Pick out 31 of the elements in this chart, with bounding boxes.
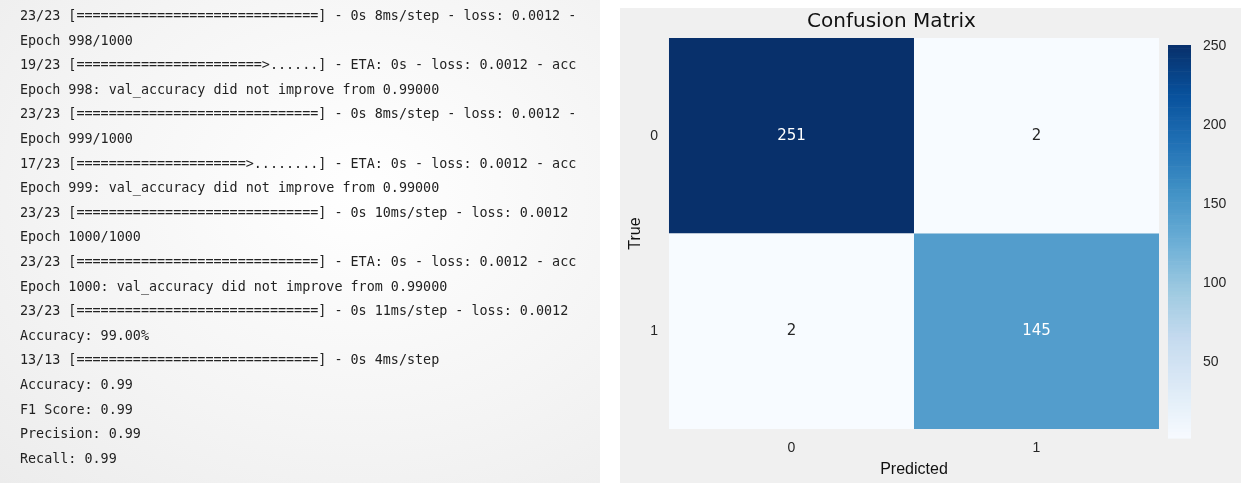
text: Epoch 998: val_accuracy did not improve from 0.99000: [20, 81, 440, 97]
text: 23/23 [==============================] - ETA: 0s - loss: 0.0012 - acc: [20, 254, 577, 269]
text: Recall: 0.99: [20, 450, 117, 466]
text: Accuracy: 0.99: [20, 377, 133, 392]
text: 19/23 [=======================>......] - ETA: 0s - loss: 0.0012 - acc: [20, 57, 577, 73]
y-axis-title: True: [626, 217, 644, 250]
text: Epoch 998/1000: [20, 32, 133, 48]
data-label: 2: [786, 321, 797, 340]
text: F1 Score: 0.99: [20, 401, 133, 417]
text: Epoch 999: val_accuracy did not improve from 0.99000: [20, 180, 440, 196]
chart-title: Confusion Matrix: [807, 8, 977, 33]
text: Epoch 999/1000: [20, 131, 133, 146]
text: 23/23 [==============================] - 0s 8ms/step - loss: 0.0012 -: [20, 8, 577, 23]
text: Accuracy: 99.00%: [20, 327, 149, 343]
text: 23/23 [==============================] - 0s 11ms/step - loss: 0.0012: [20, 303, 569, 319]
text: Epoch 1000: val_accuracy did not improve from 0.99000: [20, 278, 448, 294]
color-bar-label: 100: [1203, 274, 1227, 291]
text: Epoch 1000/1000: [20, 229, 141, 245]
color-bar-label: 250: [1203, 37, 1227, 54]
x-axis-title: Predicted: [880, 459, 948, 477]
text: 17/23 [=====================>........] - ETA: 0s - loss: 0.0012 - acc: [20, 155, 577, 171]
color-bar-label: 200: [1203, 116, 1227, 133]
text: Precision: 0.99: [20, 426, 141, 442]
text: 23/23 [==============================] - 0s 10ms/step - loss: 0.0012: [20, 204, 569, 220]
text: 23/23 [==============================] - 0s 8ms/step - loss: 0.0012 -: [20, 106, 577, 122]
data-label: 251: [777, 125, 806, 144]
data-label: 2: [1031, 125, 1042, 144]
data-label: 145: [1022, 321, 1051, 340]
color-bar-label: 150: [1203, 195, 1227, 212]
color-bar-label: 50: [1203, 353, 1219, 370]
text: 13/13 [==============================] - 0s 4ms/step: [20, 352, 440, 368]
